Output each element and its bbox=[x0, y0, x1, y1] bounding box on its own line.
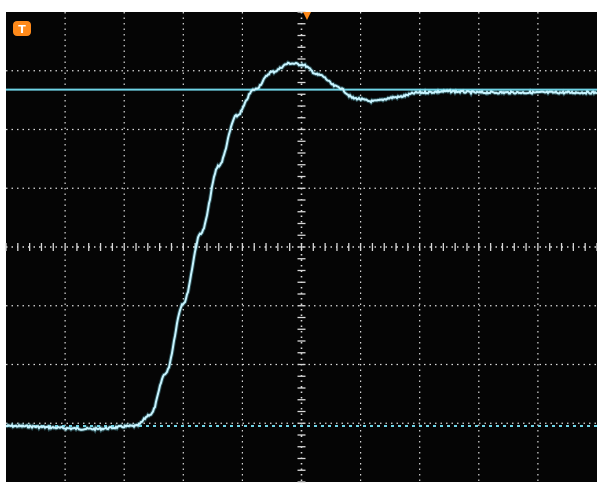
markers: T bbox=[13, 12, 311, 36]
waveform-trace bbox=[5, 60, 597, 434]
waveform-line bbox=[5, 61, 597, 432]
trigger-label: T bbox=[18, 23, 26, 36]
reference-lines bbox=[6, 88, 597, 427]
trigger-icon: T bbox=[13, 21, 31, 36]
trigger-position-arrow-icon bbox=[303, 12, 311, 20]
